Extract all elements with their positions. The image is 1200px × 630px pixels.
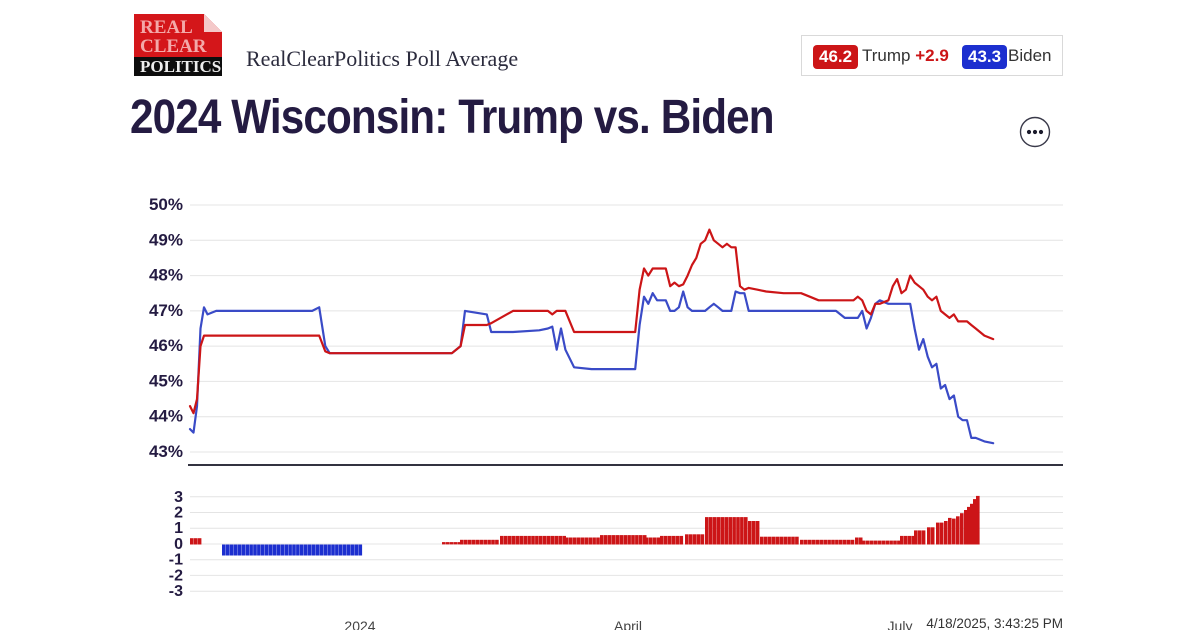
- svg-text:0: 0: [174, 536, 183, 553]
- svg-text:3: 3: [174, 489, 183, 506]
- svg-text:-1: -1: [169, 552, 183, 569]
- svg-text:-2: -2: [169, 567, 183, 584]
- svg-text:1: 1: [174, 520, 183, 537]
- svg-text:2: 2: [174, 505, 183, 522]
- svg-text:-3: -3: [169, 583, 183, 600]
